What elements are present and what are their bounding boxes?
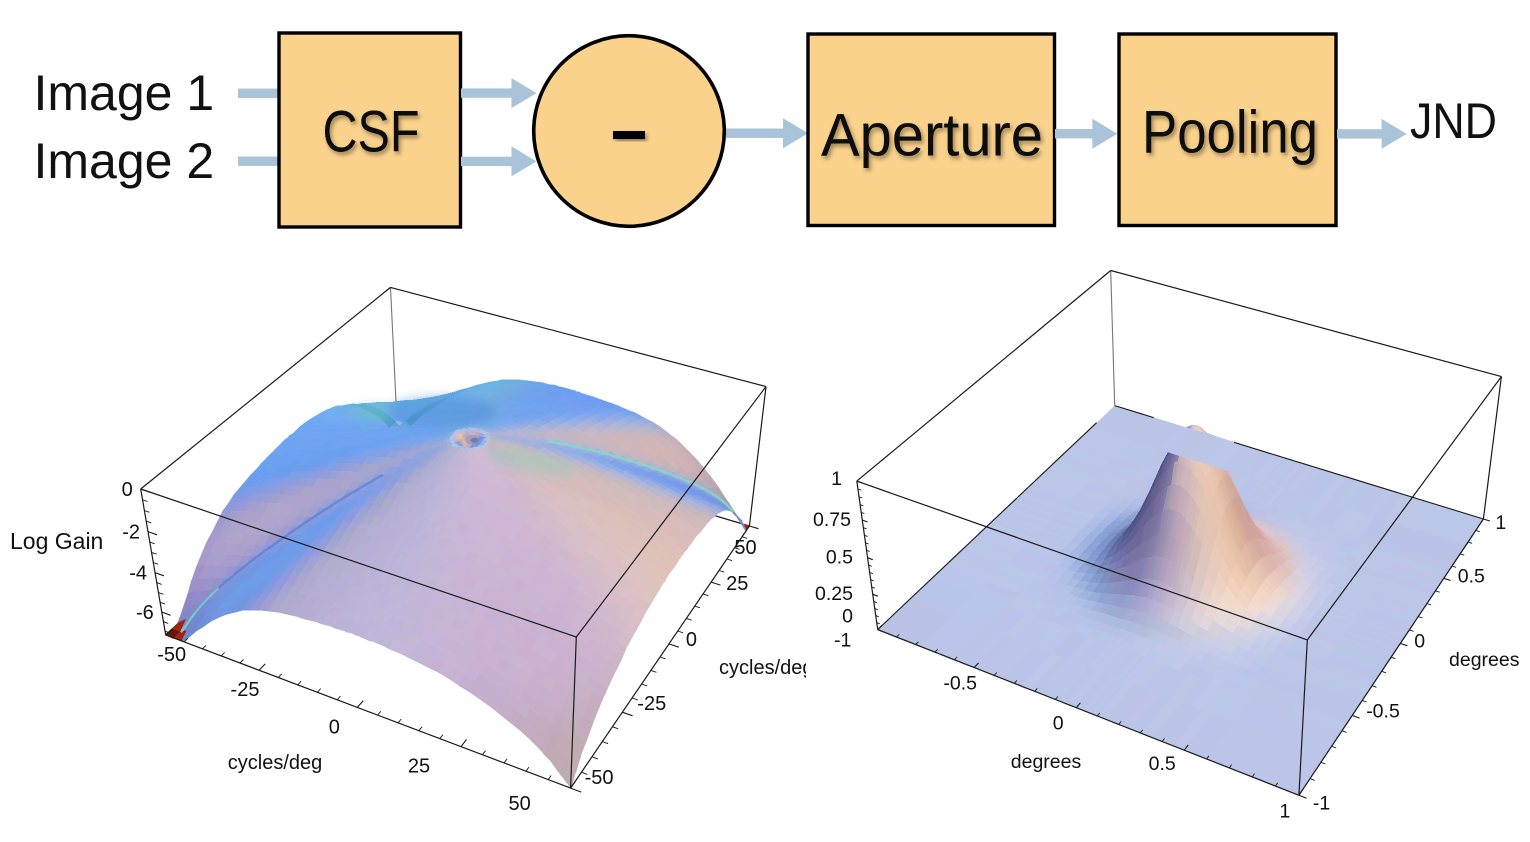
svg-text:0.5: 0.5 [826, 547, 853, 569]
svg-text:-4: -4 [129, 563, 147, 585]
svg-text:-25: -25 [637, 693, 666, 715]
svg-text:-50: -50 [157, 644, 186, 666]
svg-text:1: 1 [1495, 512, 1506, 534]
svg-text:-0.5: -0.5 [943, 673, 977, 695]
svg-text:Log Gain: Log Gain [10, 528, 103, 554]
svg-text:-1: -1 [834, 630, 851, 652]
svg-text:-2: -2 [122, 522, 140, 544]
svg-text:0: 0 [1053, 713, 1064, 735]
svg-text:Image 2: Image 2 [34, 133, 215, 189]
svg-text:cycles/deg: cycles/deg [719, 657, 814, 679]
svg-text:0: 0 [122, 479, 133, 501]
svg-text:25: 25 [726, 573, 748, 595]
svg-text:0: 0 [1414, 630, 1425, 652]
svg-text:0: 0 [329, 716, 340, 738]
svg-text:Pooling: Pooling [1142, 99, 1318, 166]
svg-text:-25: -25 [231, 679, 260, 701]
svg-text:50: 50 [734, 537, 756, 559]
svg-text:0: 0 [686, 629, 697, 651]
svg-text:JND: JND [1410, 93, 1497, 149]
svg-text:-6: -6 [136, 602, 154, 624]
svg-text:1: 1 [1279, 800, 1290, 822]
svg-text:0.5: 0.5 [1149, 753, 1176, 775]
svg-text:Image 1: Image 1 [34, 65, 215, 121]
svg-text:50: 50 [508, 793, 530, 815]
svg-text:25: 25 [408, 756, 430, 778]
svg-text:CSF: CSF [323, 100, 420, 165]
svg-text:0.5: 0.5 [1458, 565, 1485, 587]
svg-text:0.75: 0.75 [813, 509, 851, 531]
svg-text:degrees: degrees [1449, 649, 1520, 671]
svg-text:Aperture: Aperture [821, 101, 1043, 168]
svg-text:-50: -50 [585, 767, 614, 789]
svg-text:1: 1 [831, 468, 842, 490]
svg-text:0: 0 [842, 606, 853, 628]
svg-text:-1: -1 [1313, 792, 1330, 814]
svg-text:-0.5: -0.5 [1366, 700, 1400, 722]
svg-text:0.25: 0.25 [815, 583, 853, 605]
svg-text:cycles/deg: cycles/deg [228, 752, 323, 774]
svg-text:degrees: degrees [1011, 751, 1082, 773]
